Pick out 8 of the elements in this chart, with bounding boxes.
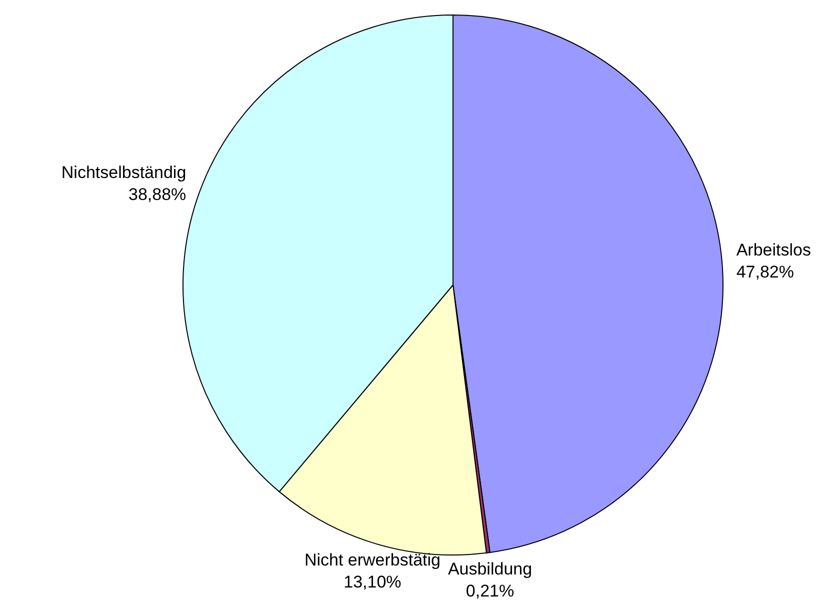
slice-label: Nicht erwerbstätig — [304, 550, 441, 570]
data-label: 0,21% — [466, 582, 514, 601]
data-label: 13,10% — [344, 572, 402, 592]
slice-label: Nichtselbständig — [61, 162, 186, 182]
data-label: 47,82% — [736, 262, 794, 282]
slice-label: Ausbildung — [448, 560, 532, 579]
slice-label: Arbeitslos — [736, 240, 811, 260]
data-label: 38,88% — [128, 184, 186, 204]
